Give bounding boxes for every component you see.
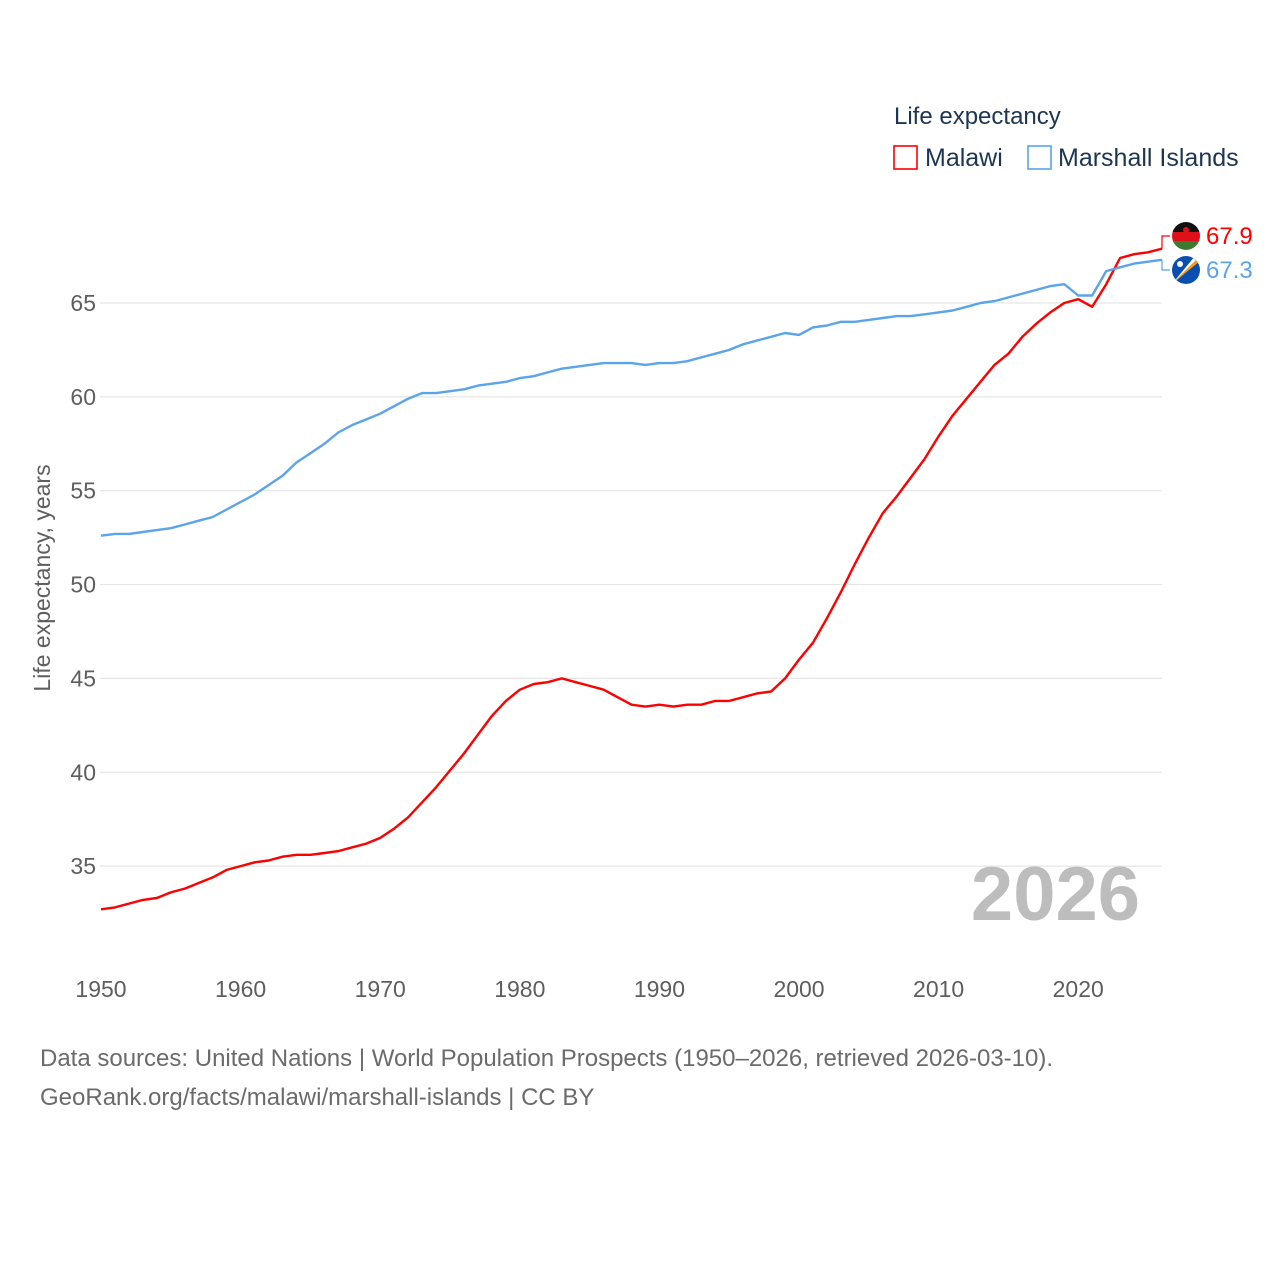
malawi-flag-icon	[1172, 222, 1200, 250]
flag-star	[1177, 261, 1183, 267]
x-tick-label: 1970	[355, 976, 406, 1002]
y-tick-label: 35	[70, 853, 96, 879]
credit-link[interactable]: GeoRank.org/facts/malawi/marshall-island…	[40, 1084, 595, 1111]
flag-stripe-green	[1172, 241, 1200, 250]
y-axis-ticks: 35 40 45 50 55 60 65	[70, 290, 96, 879]
flag-sun	[1183, 227, 1189, 233]
legend-label: Malawi	[925, 144, 1003, 172]
y-tick-label: 60	[70, 384, 96, 410]
marshall-islands-flag-icon	[1172, 256, 1200, 284]
y-tick-label: 50	[70, 572, 96, 598]
end-label-connector	[1161, 235, 1170, 249]
x-tick-label: 1960	[215, 976, 266, 1002]
legend-item-malawi[interactable]: Malawi	[893, 144, 1003, 172]
end-label-connector	[1161, 259, 1170, 271]
end-value-label: 67.3	[1206, 257, 1253, 284]
x-tick-label: 2020	[1053, 976, 1104, 1002]
legend-label: Marshall Islands	[1058, 144, 1239, 172]
end-labels: 67.9 67.3	[1161, 222, 1253, 284]
legend-item-marshall-islands[interactable]: Marshall Islands	[1027, 144, 1239, 172]
y-tick-label: 65	[70, 290, 96, 316]
flag	[1172, 222, 1200, 250]
legend-swatch	[893, 145, 918, 170]
flag-stripe-red	[1172, 232, 1200, 241]
flag	[1172, 256, 1200, 284]
data-sources: Data sources: United Nations | World Pop…	[40, 1045, 1054, 1072]
x-tick-label: 2000	[773, 976, 824, 1002]
gridlines	[100, 302, 1162, 867]
legend-title: Life expectancy	[894, 103, 1061, 130]
y-tick-label: 40	[70, 759, 96, 785]
y-tick-label: 45	[70, 665, 96, 691]
series-lines	[100, 247, 1163, 911]
x-tick-label: 1990	[634, 976, 685, 1002]
series-line-malawi	[100, 247, 1163, 911]
flag-stripe-white	[1172, 256, 1200, 284]
x-tick-label: 1950	[75, 976, 126, 1002]
x-axis-ticks: 1950 1960 1970 1980 1990 2000 2010 2020	[75, 976, 1103, 1002]
x-tick-label: 2010	[913, 976, 964, 1002]
legend-swatch	[1027, 145, 1052, 170]
x-tick-label: 1980	[494, 976, 545, 1002]
end-value-label: 67.9	[1206, 223, 1253, 250]
watermark-year: 2026	[971, 852, 1140, 937]
series-line-marshall-islands	[100, 258, 1163, 537]
y-axis-label: Life expectancy, years	[29, 464, 55, 691]
y-tick-label: 55	[70, 478, 96, 504]
